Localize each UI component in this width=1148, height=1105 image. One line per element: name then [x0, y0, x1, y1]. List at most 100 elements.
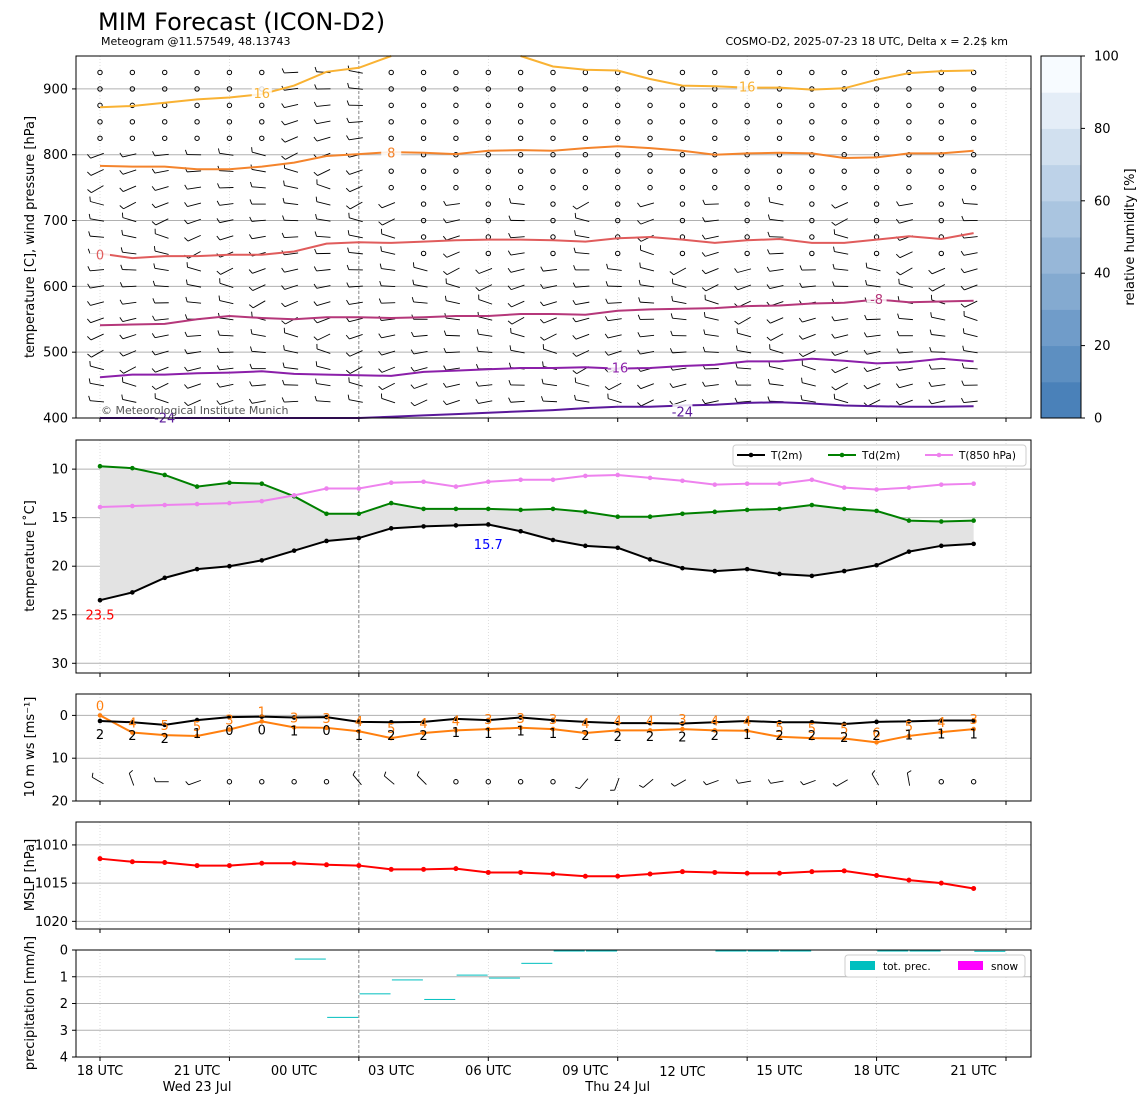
y-axis-label: temperature [C], wind pressure [hPa]	[23, 116, 38, 358]
mean-wind-label: 2	[840, 731, 848, 746]
wind-barb	[122, 285, 137, 288]
wind-barb	[899, 219, 913, 224]
wind-barb	[640, 334, 655, 338]
wind-barb-flag	[281, 267, 285, 273]
wind-barb-flag	[184, 331, 188, 337]
colorbar-band	[1041, 164, 1081, 202]
wind-barb-flag	[86, 154, 91, 159]
wind-barb-flag	[799, 282, 803, 288]
gust-label: 5	[808, 722, 816, 737]
calm-wind-marker	[420, 135, 427, 141]
calm-wind-marker	[97, 86, 103, 92]
calm-wind-marker	[744, 135, 750, 141]
wind-barb	[963, 367, 978, 370]
data-point	[291, 548, 297, 553]
wind-barb-flag	[313, 119, 318, 124]
data-point	[615, 472, 621, 478]
wind-barb	[381, 233, 396, 239]
calm-wind-marker	[809, 119, 815, 125]
wind-barb-flag	[313, 336, 318, 341]
wind-barb	[737, 350, 752, 354]
series-line	[99, 523, 974, 602]
wind-barb-flag	[119, 334, 124, 340]
mean-wind-point	[421, 719, 426, 725]
wind-barb-flag	[831, 386, 836, 391]
wind-barb	[316, 218, 331, 222]
calm-wind-marker	[259, 779, 265, 785]
calm-wind-marker	[906, 168, 912, 174]
wind-barb	[899, 399, 913, 406]
calm-wind-marker	[420, 86, 427, 92]
calm-wind-marker	[453, 135, 459, 141]
extreme-label: 15.7	[474, 538, 503, 553]
gust-label: 5	[840, 723, 848, 738]
wind-barb-flag	[216, 270, 221, 275]
data-point	[583, 509, 588, 515]
wind-barb	[352, 774, 362, 786]
gust-point	[194, 733, 200, 739]
wind-barb	[413, 334, 428, 338]
calm-wind-marker	[679, 201, 686, 207]
legend-marker	[748, 452, 754, 458]
wind-barb-flag	[249, 216, 253, 222]
wind-barb	[543, 383, 558, 387]
wind-barb	[575, 317, 590, 323]
data-point	[485, 522, 491, 527]
wind-barb-flag	[151, 368, 156, 373]
wind-barb-flag	[412, 279, 415, 285]
panel-temperature: 10 15 20 25 30 temperature [˚C] 23.5 15.7	[22, 439, 1032, 677]
wind-barb-flag	[346, 117, 350, 123]
wind-barb	[122, 317, 137, 322]
colorbar-band	[1041, 381, 1081, 419]
wind-barb	[705, 299, 719, 305]
calm-wind-marker	[970, 69, 977, 76]
data-point	[388, 526, 394, 531]
wind-barb	[187, 351, 202, 355]
calm-wind-marker	[517, 135, 524, 141]
wind-barb-flag	[216, 382, 221, 388]
mean-wind-point	[485, 717, 491, 723]
wind-barb	[769, 285, 784, 290]
wind-barb-flag	[410, 366, 415, 372]
wind-barb-flag	[800, 781, 804, 786]
data-point	[874, 562, 879, 568]
data-point	[874, 508, 879, 514]
wind-barb-flag	[540, 336, 545, 341]
calm-wind-marker	[226, 86, 233, 92]
calm-wind-marker	[744, 217, 750, 224]
mslp-point	[615, 873, 621, 879]
data-point	[97, 597, 103, 603]
chart-title: MIM Forecast (ICON-D2)	[98, 8, 385, 36]
wind-barb	[640, 383, 654, 390]
calm-wind-marker	[129, 119, 136, 125]
wind-barb	[640, 284, 655, 288]
calm-wind-marker	[420, 250, 427, 257]
wind-barb-flag	[410, 349, 415, 355]
calm-wind-marker	[615, 201, 621, 207]
wind-barb	[251, 333, 266, 337]
calm-wind-marker	[226, 135, 233, 141]
day-label: Wed 23 Jul	[163, 1080, 232, 1095]
meteogram-location: Meteogram @11.57549, 48.13743	[101, 35, 291, 48]
mean-wind-label: 2	[614, 730, 622, 745]
wind-barb	[704, 316, 719, 321]
data-point	[647, 514, 653, 519]
wind-barb	[348, 301, 363, 305]
gust-point	[841, 736, 847, 741]
data-point	[971, 518, 976, 523]
wind-barb-flag	[314, 231, 317, 237]
wind-barb-flag	[282, 362, 285, 368]
y-tick-label: 15	[51, 511, 68, 526]
wind-barb-flag	[573, 247, 576, 253]
mean-wind-point	[712, 719, 718, 725]
y-axis-label: MSLP [hPa]	[23, 839, 38, 911]
wind-barb	[155, 397, 169, 404]
wind-barb	[219, 383, 234, 388]
wind-barb	[737, 268, 752, 273]
wind-barb	[575, 285, 590, 288]
calm-wind-marker	[712, 119, 718, 125]
calm-wind-marker	[194, 102, 200, 109]
mean-wind-line	[99, 715, 974, 726]
wind-barb	[219, 170, 234, 172]
isotherm-label-bg	[90, 246, 110, 261]
